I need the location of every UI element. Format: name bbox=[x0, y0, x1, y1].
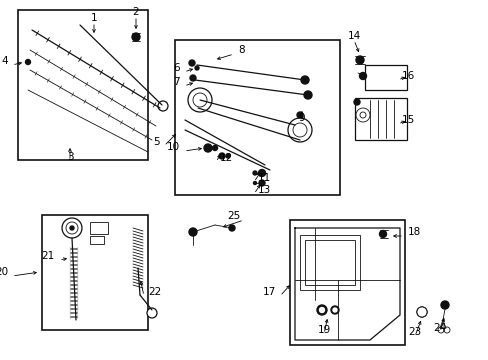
Circle shape bbox=[193, 93, 206, 107]
Circle shape bbox=[147, 308, 157, 318]
Circle shape bbox=[195, 66, 199, 70]
Text: 19: 19 bbox=[317, 325, 330, 335]
Circle shape bbox=[304, 91, 311, 99]
Circle shape bbox=[359, 112, 365, 118]
Circle shape bbox=[443, 327, 449, 333]
Bar bbox=[18, 10, 148, 160]
Circle shape bbox=[219, 153, 224, 159]
Bar bbox=[354, 98, 406, 140]
Circle shape bbox=[203, 144, 212, 152]
Circle shape bbox=[355, 56, 363, 64]
Text: 15: 15 bbox=[401, 115, 414, 125]
Bar bbox=[175, 40, 339, 195]
Circle shape bbox=[332, 308, 336, 312]
Circle shape bbox=[296, 112, 303, 118]
Text: 22: 22 bbox=[148, 287, 161, 297]
Circle shape bbox=[330, 306, 338, 314]
Circle shape bbox=[416, 307, 426, 317]
Circle shape bbox=[228, 225, 235, 231]
Text: 24: 24 bbox=[432, 323, 446, 333]
Circle shape bbox=[66, 222, 78, 234]
Circle shape bbox=[158, 101, 168, 111]
Text: 16: 16 bbox=[401, 71, 414, 81]
Circle shape bbox=[253, 181, 256, 184]
Circle shape bbox=[187, 88, 212, 112]
Text: 5: 5 bbox=[153, 137, 160, 147]
Text: 18: 18 bbox=[407, 227, 420, 237]
Bar bbox=[90, 236, 104, 244]
Circle shape bbox=[379, 230, 386, 238]
Circle shape bbox=[353, 99, 359, 105]
Circle shape bbox=[190, 75, 196, 81]
Circle shape bbox=[301, 76, 308, 84]
Text: 4: 4 bbox=[1, 56, 8, 66]
Text: 2: 2 bbox=[132, 7, 139, 17]
Text: 7: 7 bbox=[173, 77, 180, 87]
Bar bbox=[289, 220, 404, 345]
Circle shape bbox=[259, 180, 264, 186]
Circle shape bbox=[225, 154, 229, 158]
Text: 6: 6 bbox=[173, 63, 180, 73]
Circle shape bbox=[419, 310, 424, 315]
Circle shape bbox=[355, 108, 369, 122]
Circle shape bbox=[416, 307, 426, 317]
Text: 20: 20 bbox=[0, 267, 8, 277]
Bar bbox=[42, 215, 148, 330]
Circle shape bbox=[189, 228, 197, 236]
Circle shape bbox=[437, 327, 443, 333]
Text: 1: 1 bbox=[90, 13, 97, 23]
Bar bbox=[364, 65, 406, 90]
Text: 21: 21 bbox=[41, 251, 55, 261]
Text: 9: 9 bbox=[298, 113, 305, 123]
Text: 17: 17 bbox=[262, 287, 275, 297]
Text: 11: 11 bbox=[258, 173, 271, 183]
Circle shape bbox=[440, 301, 448, 309]
Circle shape bbox=[212, 145, 217, 150]
Text: 10: 10 bbox=[166, 142, 180, 152]
Circle shape bbox=[132, 33, 140, 41]
Text: 8: 8 bbox=[238, 45, 244, 55]
Circle shape bbox=[189, 60, 195, 66]
Circle shape bbox=[319, 307, 324, 312]
Circle shape bbox=[287, 118, 311, 142]
Text: 3: 3 bbox=[66, 152, 73, 162]
Bar bbox=[305, 240, 354, 285]
Text: 23: 23 bbox=[407, 327, 421, 337]
Circle shape bbox=[252, 171, 257, 175]
Text: 14: 14 bbox=[346, 31, 360, 41]
Bar bbox=[299, 235, 359, 290]
Circle shape bbox=[359, 72, 366, 80]
Circle shape bbox=[25, 59, 30, 64]
Circle shape bbox=[70, 226, 74, 230]
Circle shape bbox=[258, 170, 265, 176]
Text: 13: 13 bbox=[258, 185, 271, 195]
Text: 12: 12 bbox=[220, 153, 233, 163]
Circle shape bbox=[62, 218, 82, 238]
Circle shape bbox=[316, 305, 326, 315]
Bar bbox=[90, 222, 108, 234]
Circle shape bbox=[292, 123, 306, 137]
Text: 25: 25 bbox=[226, 211, 240, 221]
